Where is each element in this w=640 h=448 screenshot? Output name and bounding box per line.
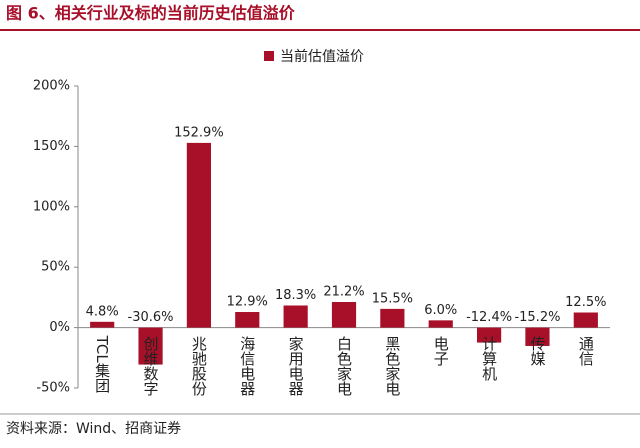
x-tick-label: 通信 (577, 336, 595, 366)
value-label: -15.2% (514, 310, 560, 325)
source-note: 资料来源：Wind、招商证券 (6, 421, 181, 437)
bar (186, 142, 211, 328)
value-label: -30.6% (128, 310, 174, 325)
x-tick-label: 计算机 (480, 336, 498, 382)
value-label: 18.3% (275, 288, 316, 303)
y-tick-label: 200% (33, 79, 70, 94)
bar (138, 327, 163, 365)
bar (283, 305, 308, 328)
bar (477, 327, 502, 343)
y-tick-label: 100% (33, 199, 70, 214)
bar (573, 312, 598, 328)
y-tick-label: 0% (49, 320, 70, 335)
y-tick-label: 50% (41, 260, 70, 275)
chart-title: 图 6、相关行业及标的当前历史估值溢价 (6, 4, 296, 23)
value-label: 152.9% (174, 125, 224, 140)
value-label: 21.2% (323, 284, 364, 299)
bar (331, 301, 357, 328)
bar (525, 327, 550, 346)
legend-label: 当前估值溢价 (280, 48, 364, 65)
legend-swatch (264, 51, 274, 61)
x-tick-label: TCL集团 (93, 335, 111, 393)
x-tick-label: 家用电器 (287, 336, 305, 396)
value-label: 12.9% (227, 295, 268, 310)
x-tick-label: 创维数字 (142, 336, 160, 396)
value-label: 12.5% (565, 295, 606, 310)
bar (428, 320, 453, 328)
value-label: 15.5% (372, 291, 413, 306)
y-tick-label: 150% (33, 139, 70, 154)
x-tick-label: 兆驰股份 (190, 336, 208, 397)
bar (235, 312, 260, 328)
x-tick-label: 电子 (432, 336, 450, 366)
bar (380, 308, 405, 328)
x-tick-label: 白色家电 (335, 336, 353, 396)
bar (90, 321, 115, 328)
value-label: -12.4% (466, 310, 512, 325)
x-tick-label: 黑色家电 (383, 336, 401, 396)
value-label: 6.0% (424, 303, 457, 318)
y-tick-label: -50% (36, 381, 70, 396)
x-tick-label: 传媒 (528, 336, 546, 366)
value-label: 4.8% (86, 304, 119, 319)
x-tick-label: 海信电器 (238, 336, 256, 396)
